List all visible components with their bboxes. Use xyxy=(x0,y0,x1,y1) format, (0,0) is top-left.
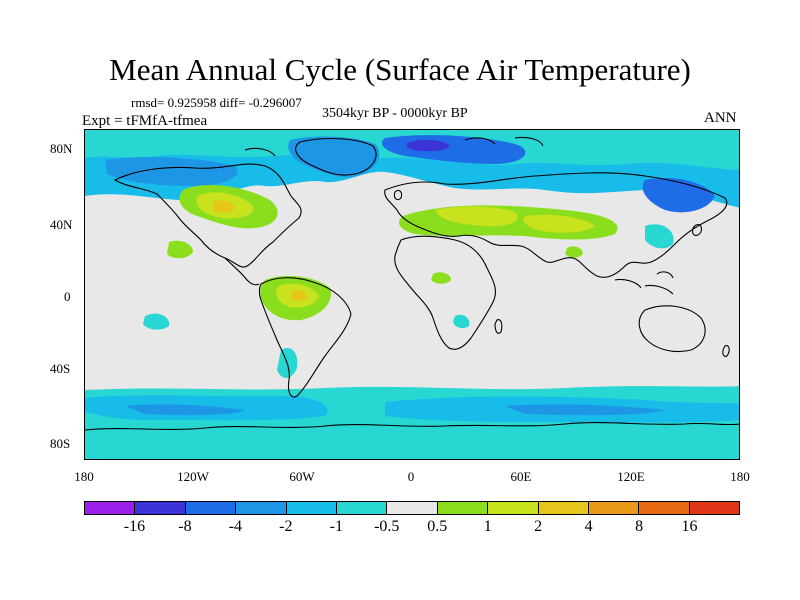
africa-warm-spot xyxy=(431,272,451,284)
pacific-cool-spot xyxy=(143,313,170,330)
colorbar-label: 8 xyxy=(635,518,644,535)
x-tick-label: 120E xyxy=(617,469,645,484)
colorbar-swatch xyxy=(85,502,136,514)
central-asia-warmer xyxy=(523,214,595,233)
colorbar-swatch xyxy=(185,502,237,514)
antarctica-coast xyxy=(85,422,739,431)
colorbar-swatch xyxy=(135,502,186,514)
colorbar-swatch xyxy=(236,502,287,514)
greenland-cool xyxy=(288,136,380,177)
canada-cool xyxy=(105,157,238,186)
southern-ocean-cooler xyxy=(125,404,245,416)
y-tick-label: 80S xyxy=(50,436,71,451)
period-label: 3504kyr BP - 0000kyr BP xyxy=(322,106,468,121)
colorbar-label: -4 xyxy=(228,518,243,535)
australia-coast xyxy=(638,305,706,353)
colorbar-swatch xyxy=(689,502,740,514)
colorbar-swatch xyxy=(336,502,388,514)
colorbar-label: 1 xyxy=(483,518,492,535)
colorbar-label: 0.5 xyxy=(427,518,448,535)
map-canvas xyxy=(85,130,739,459)
x-tick-label: 60E xyxy=(510,469,532,484)
japan-coast xyxy=(692,223,702,237)
central-america-coast xyxy=(224,257,260,286)
x-tick-label: 120W xyxy=(177,469,209,484)
colorbar-label: -8 xyxy=(178,518,192,535)
y-tick-label: 0 xyxy=(64,289,71,304)
colorbar-label: 16 xyxy=(681,518,698,535)
x-tick-label: 60W xyxy=(289,469,315,484)
colorbar-swatch xyxy=(538,502,589,514)
north-america-coast xyxy=(114,163,302,268)
coastlines xyxy=(85,136,739,431)
colorbar-label: -1 xyxy=(329,518,343,535)
x-tick-label: 180 xyxy=(74,469,94,484)
antarctica-teal xyxy=(85,427,739,459)
africa-coast xyxy=(394,235,496,350)
x-tick-label: 180 xyxy=(730,469,750,484)
southern-ocean-cooler-east xyxy=(505,404,665,416)
x-tick-label: 0 xyxy=(407,469,415,484)
temperature-anomaly-fill xyxy=(85,130,739,459)
british-isles-coast xyxy=(393,189,403,201)
africa-cool-spot xyxy=(453,314,470,329)
greenland-coast xyxy=(295,138,377,176)
y-tick-label: 40N xyxy=(50,217,73,232)
colorbar-swatch xyxy=(437,502,489,514)
europe-asia-coast xyxy=(384,172,728,278)
experiment-label: Expt = tFMfA-tfmea xyxy=(82,113,208,129)
colorbar-swatch xyxy=(387,502,438,514)
colorbar-label: -0.5 xyxy=(374,518,400,535)
colorbar-label: 4 xyxy=(584,518,593,535)
colorbar-swatch xyxy=(588,502,640,514)
colorbar-label: -16 xyxy=(123,518,146,535)
south-america-coast xyxy=(258,277,352,398)
eurasia-warmer xyxy=(435,206,518,227)
amazon-hot xyxy=(291,290,307,301)
siberia-coldest xyxy=(406,139,450,152)
plot-title: Mean Annual Cycle (Surface Air Temperatu… xyxy=(109,52,691,87)
west-pacific-cool xyxy=(645,224,674,249)
colorbar-label: 2 xyxy=(534,518,543,535)
colorbar-swatch xyxy=(286,502,337,514)
colorbar xyxy=(84,501,740,515)
season-label: ANN xyxy=(704,110,737,126)
new-zealand-coast xyxy=(722,345,730,357)
north-america-hot xyxy=(213,200,235,213)
indonesia-coast xyxy=(614,271,674,295)
india-warm-spot xyxy=(565,246,583,258)
y-tick-label: 80N xyxy=(50,141,73,156)
colorbar-label: -2 xyxy=(279,518,293,535)
mexico-warm xyxy=(167,240,193,259)
colorbar-swatch xyxy=(488,502,539,514)
madagascar-coast xyxy=(494,319,503,334)
colorbar-swatch xyxy=(639,502,690,514)
world-map xyxy=(84,129,740,460)
arctic-islands-coast xyxy=(244,136,544,157)
y-tick-label: 40S xyxy=(50,361,71,376)
stats-label: rmsd= 0.925958 diff= -0.296007 xyxy=(131,95,302,110)
